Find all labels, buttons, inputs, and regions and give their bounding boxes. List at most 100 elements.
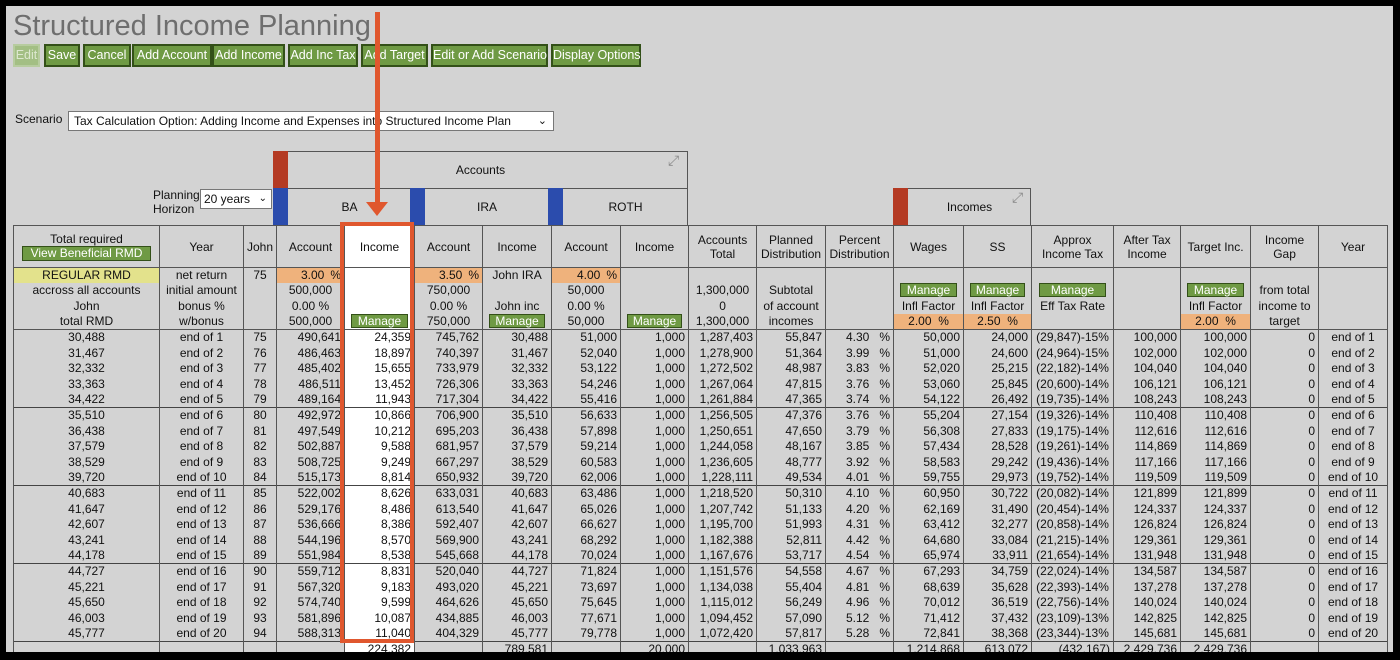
percent-distribution: 4.10 % [825,485,895,502]
percent-distribution-value: 3.85 [845,439,870,454]
percent-distribution-label-2: Distribution [829,246,890,261]
planned-distribution-header: Planned Distribution [756,225,827,268]
year: end of 8 [159,439,244,455]
roth-account: 66,627 [551,517,622,533]
roth-account: 56,633 [551,407,622,424]
ira-income: 36,438 [482,423,553,440]
roth-bonus: 0.00 % [551,298,622,315]
ss-header: SS [963,225,1033,268]
toolbar-button-add-target[interactable]: Add Target [361,44,428,67]
income-gap-label-2: Gap [1273,246,1296,261]
ira-net-return[interactable]: 3.50% [414,267,484,284]
ss-infl[interactable]: 2.50 % [963,314,1033,330]
planning-horizon-select[interactable]: 20 years ⌄ [200,189,272,209]
target-inc: 131,948 [1180,548,1252,564]
john-age: 90 [242,563,278,580]
ira-income-manage-button[interactable]: Manage [489,314,545,329]
toolbar-button-add-income[interactable]: Add Income [212,44,285,67]
total-ss: 613,072 [963,641,1033,652]
target-inc: 142,825 [1180,610,1252,627]
ba-income: 13,452 [344,376,416,393]
income-gap: 0 [1250,392,1320,408]
total-ira-account [414,641,484,652]
toolbar-button-cancel[interactable]: Cancel [83,44,131,67]
ss-manage-button[interactable]: Manage [970,283,1025,298]
ss-infl-value[interactable]: 2.50 [977,314,1001,329]
ba-with-bonus: 500,000 [276,314,346,330]
total-percent-distribution [825,641,895,652]
percent-sign: % [879,626,891,641]
after-tax-income: 100,000 [1113,329,1182,346]
ba-net-return-value[interactable]: 3.00 [301,268,325,283]
roth-income-sub [620,298,690,315]
ira-net-return-value[interactable]: 3.50 [439,268,463,283]
target-infl-value[interactable]: 2.00 [1195,314,1219,329]
john-age: 86 [242,501,278,517]
ba-net-return[interactable]: 3.00% [276,267,346,284]
collapse-icon[interactable]: ⤢ [1012,189,1024,205]
assumption-label-2: bonus % [159,298,244,315]
percent-distribution-value: 4.67 [845,564,870,579]
percent-sign: % [879,361,891,376]
income-gap: 0 [1250,532,1320,549]
percent-distribution: 5.28 % [825,626,895,642]
after-tax-sub [1113,267,1182,284]
toolbar-button-add-account[interactable]: Add Account [132,44,212,67]
total-wages: 1,214,868 [893,641,965,652]
wages-infl[interactable]: 2.00 % [893,314,965,330]
ira-income: 42,607 [482,517,553,533]
roth-income: 1,000 [620,376,690,393]
roth-account-tag[interactable] [548,188,563,226]
roth-income: 1,000 [620,361,690,377]
target-manage-button[interactable]: Manage [1187,283,1244,298]
john-age: 91 [242,579,278,595]
roth-income-manage-button[interactable]: Manage [627,314,682,329]
planned-distribution: 48,987 [756,361,827,377]
toolbar-button-save[interactable]: Save [44,44,80,67]
target-infl[interactable]: 2.00 % [1180,314,1252,330]
year-right: end of 1 [1318,329,1389,346]
target-inc: 106,121 [1180,376,1252,393]
target-inc: 145,681 [1180,626,1252,642]
john-age: 84 [242,470,278,486]
incomes-group-tag[interactable] [893,188,908,226]
toolbar-button-display-options[interactable]: Display Options [551,44,641,67]
eff-tax-rate-label: Eff Tax Rate [1031,298,1115,315]
income-gap-sub: target [1250,314,1320,330]
roth-account: 73,697 [551,579,622,595]
wages-manage-button[interactable]: Manage [900,283,957,298]
ba-income: 10,212 [344,423,416,440]
accounts-total: 1,267,064 [688,376,758,393]
app-window: Structured Income Planning Edit Save Cance… [6,6,1393,652]
ba-account-tag[interactable] [273,188,288,226]
target-inc: 112,616 [1180,423,1252,440]
accounts-group-tag[interactable] [273,151,288,189]
ira-income: 43,241 [482,532,553,549]
roth-net-return-value[interactable]: 4.00 [577,268,601,283]
chevron-down-icon: ⌄ [258,193,267,204]
income-gap: 0 [1250,501,1320,517]
percent-sign: % [938,314,949,329]
tax-manage-button[interactable]: Manage [1038,283,1107,298]
view-beneficial-rmd-button[interactable]: View Beneficial RMD [21,246,152,261]
accounts-total: 1,218,520 [688,485,758,502]
ira-account: 706,900 [414,407,484,424]
ba-income: 24,359 [344,329,416,346]
wages-infl-value[interactable]: 2.00 [908,314,932,329]
toolbar-button-edit[interactable]: Edit [13,44,40,67]
ba-income-sub [344,267,416,284]
percent-sign: % [879,595,891,610]
approx-income-tax: (19,175)-14% [1031,423,1115,440]
total-ba-income: 224,382 [344,641,416,652]
scenario-select[interactable]: Tax Calculation Option: Adding Income an… [68,111,554,131]
ba-income-manage-button[interactable]: Manage [351,314,408,329]
toolbar-button-add-inc-tax[interactable]: Add Inc Tax [288,44,358,67]
ira-account-tag[interactable] [410,188,425,226]
roth-net-return[interactable]: 4.00% [551,267,622,284]
year-right-sub [1318,283,1389,299]
after-tax-income-label-1: After Tax [1123,232,1171,247]
collapse-icon[interactable]: ⤢ [668,152,680,168]
chevron-down-icon: ⌄ [537,115,547,127]
toolbar-button-edit-or-add-scenario[interactable]: Edit or Add Scenario [431,44,548,67]
year: end of 11 [159,485,244,502]
